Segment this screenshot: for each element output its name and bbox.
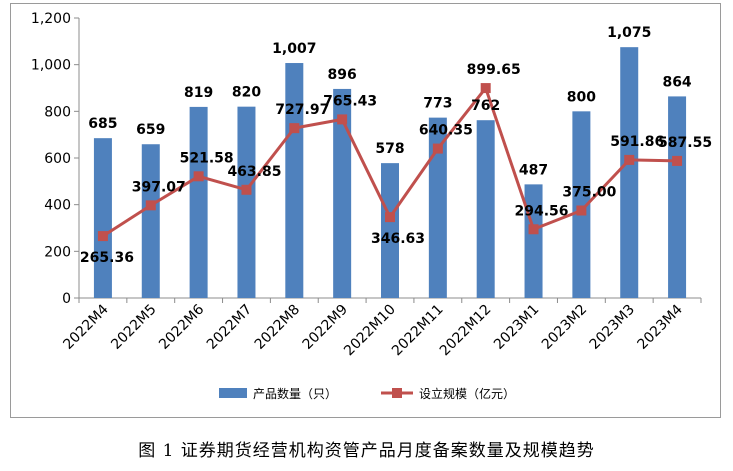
scale-point-2022M12 (480, 83, 491, 94)
bar-2022M5 (141, 144, 160, 298)
x-tick-label: 2023M3 (587, 302, 638, 353)
bar-value-label: 659 (136, 122, 165, 138)
data-labels: 685 659 819 820 1,007 896 578 773 762 487 800 1,075… (80, 25, 712, 266)
y-tick-label: 1,200 (31, 11, 71, 27)
y-tick-label: 1,000 (31, 58, 71, 74)
bar-2022M4 (93, 138, 112, 298)
scale-value-label: 591.86 (610, 134, 664, 150)
scale-point-2022M6 (193, 171, 204, 182)
scale-point-2022M7 (241, 184, 252, 195)
bar-2023M4 (668, 96, 687, 299)
scale-point-2022M8 (289, 123, 300, 134)
scale-value-label: 463.85 (227, 164, 281, 180)
scale-value-label: 375.00 (562, 185, 616, 201)
bar-value-label: 864 (662, 74, 691, 90)
x-tick-label: 2022M8 (252, 302, 303, 353)
scale-point-2022M11 (432, 143, 443, 154)
scale-value-label: 587.55 (658, 135, 712, 151)
x-tick-label: 2022M6 (156, 301, 207, 352)
bar-2022M8 (285, 63, 304, 299)
scale-value-label: 765.43 (323, 93, 377, 109)
scale-point-2022M4 (97, 231, 108, 242)
bar-2022M6 (189, 106, 208, 299)
legend-bar-swatch (219, 388, 247, 398)
legend-line-marker (392, 388, 402, 398)
legend-bar-label: 产品数量（只） (253, 386, 337, 401)
x-tick-label: 2022M12 (437, 302, 495, 360)
bar-value-label: 1,007 (272, 41, 316, 57)
bar-value-label: 819 (184, 85, 213, 101)
bar-2023M3 (620, 47, 639, 298)
bar-value-label: 762 (471, 98, 500, 114)
scale-value-label: 899.65 (467, 62, 521, 78)
chart-frame: 0 200 400 600 800 1,000 1,200 2022M4 2022M5 2022M… (10, 3, 721, 418)
bar-value-label: 896 (328, 67, 357, 83)
scale-value-label: 265.36 (80, 250, 134, 266)
scale-value-label: 294.56 (515, 203, 569, 219)
x-tick-label: 2023M2 (539, 302, 590, 353)
bar-value-label: 578 (375, 141, 404, 157)
scale-point-2022M10 (385, 212, 395, 223)
figure-caption: 图 1 证券期货经营机构资管产品月度备案数量及规模趋势 (138, 441, 595, 461)
bar-2022M11 (428, 117, 447, 298)
bar-2022M12 (476, 120, 495, 298)
y-tick-label: 600 (44, 151, 71, 167)
x-tick-label: 2023M4 (635, 301, 686, 352)
bar-value-label: 820 (232, 85, 261, 101)
x-tick-label: 2022M5 (108, 302, 159, 353)
bar-value-label: 800 (567, 89, 596, 105)
legend: 产品数量（只） 设立规模（亿元） (219, 386, 515, 401)
bar-value-label: 1,075 (607, 25, 651, 41)
y-tick-label: 400 (44, 198, 71, 214)
bars (93, 47, 687, 299)
bar-2023M2 (572, 111, 591, 298)
x-tick-label: 2022M10 (341, 302, 399, 360)
scale-point-2022M5 (145, 200, 156, 211)
y-tick-label: 200 (44, 244, 71, 260)
scale-value-label: 397.07 (132, 179, 186, 195)
scale-point-2022M9 (337, 114, 348, 125)
scale-point-2023M4 (672, 155, 683, 166)
bar-value-label: 685 (88, 116, 117, 132)
x-tick-label: 2022M4 (60, 301, 111, 352)
legend-line-label: 设立规模（亿元） (419, 386, 515, 401)
x-tick-label: 2023M1 (491, 302, 542, 353)
scale-point-2023M2 (576, 205, 587, 216)
bar-value-label: 773 (423, 96, 452, 112)
bar-2022M9 (333, 88, 352, 298)
bar-2022M7 (237, 106, 256, 299)
scale-point-2023M1 (528, 224, 539, 235)
scale-value-label: 521.58 (180, 150, 234, 166)
chart: 02004006008001,0001,2002022M42022M52022M… (31, 11, 712, 401)
x-tick-label: 2022M7 (204, 302, 255, 353)
scale-value-label: 640.35 (419, 123, 473, 139)
scale-value-label: 346.63 (371, 231, 425, 247)
bar-2022M10 (381, 163, 399, 298)
scale-value-label: 727.97 (275, 102, 329, 118)
bar-2023M1 (524, 184, 543, 298)
bar-value-label: 487 (519, 162, 548, 178)
scale-line (97, 83, 683, 242)
scale-point-2023M3 (624, 154, 635, 165)
x-tick-label: 2022M11 (389, 302, 447, 360)
y-tick-label: 0 (62, 291, 71, 307)
y-tick-label: 800 (44, 104, 71, 120)
